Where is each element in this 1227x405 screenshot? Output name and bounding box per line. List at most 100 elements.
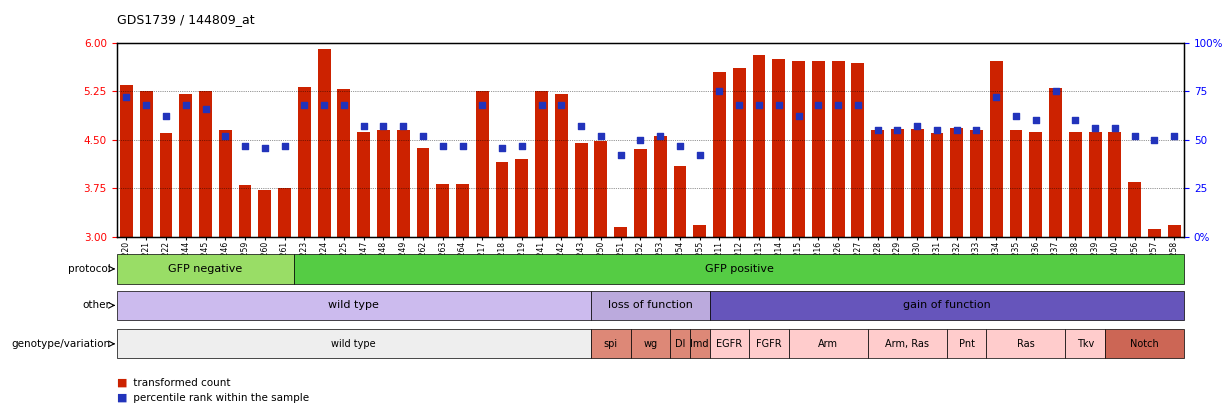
Text: ■  percentile rank within the sample: ■ percentile rank within the sample (117, 393, 309, 403)
Bar (615, 227, 627, 237)
Bar (496, 162, 508, 237)
Point (1085, 125, 1104, 131)
Bar (476, 91, 488, 237)
Point (690, 152, 709, 158)
Point (472, 102, 492, 108)
Bar (674, 166, 686, 237)
Bar (594, 141, 607, 237)
Text: ■: ■ (117, 393, 128, 403)
Bar (1010, 130, 1022, 237)
Point (848, 102, 867, 108)
Point (789, 113, 809, 119)
Bar (515, 159, 529, 237)
Bar (160, 133, 173, 237)
Point (1026, 117, 1045, 124)
Text: Arm: Arm (818, 339, 838, 349)
Bar (930, 133, 944, 237)
Point (216, 132, 236, 139)
Text: EGFR: EGFR (717, 339, 742, 349)
Bar (555, 94, 568, 237)
Text: spi: spi (604, 339, 618, 349)
Point (117, 94, 136, 100)
Text: wg: wg (643, 339, 658, 349)
Bar (377, 130, 390, 237)
Point (591, 132, 611, 139)
Bar (654, 136, 666, 237)
Bar (218, 130, 232, 237)
Point (531, 102, 551, 108)
Bar (456, 184, 469, 237)
Bar (437, 184, 449, 237)
Text: ■: ■ (117, 378, 128, 388)
Text: GFP positive: GFP positive (704, 264, 774, 274)
Point (887, 127, 907, 133)
Point (136, 102, 156, 108)
Point (611, 152, 631, 158)
Bar (1029, 132, 1042, 237)
Point (413, 132, 433, 139)
Text: ■  transformed count: ■ transformed count (117, 378, 231, 388)
Bar (950, 128, 963, 237)
Text: Dl: Dl (675, 339, 685, 349)
Point (670, 142, 690, 149)
Text: wild type: wild type (329, 301, 379, 310)
Point (492, 144, 512, 151)
Bar (852, 63, 864, 237)
Point (1106, 125, 1125, 131)
Text: Arm, Ras: Arm, Ras (886, 339, 929, 349)
Bar (832, 61, 844, 237)
Text: Pnt: Pnt (958, 339, 974, 349)
Point (1065, 117, 1085, 124)
Point (175, 102, 195, 108)
Point (433, 142, 453, 149)
Point (275, 142, 294, 149)
Text: protocol: protocol (67, 264, 110, 274)
Bar (298, 87, 310, 237)
Bar (1088, 132, 1102, 237)
Point (1045, 88, 1065, 94)
Point (236, 142, 255, 149)
Point (195, 105, 216, 112)
Text: Imd: Imd (691, 339, 709, 349)
Point (353, 123, 373, 129)
Bar (279, 188, 291, 237)
Point (709, 88, 729, 94)
Text: FGFR: FGFR (756, 339, 782, 349)
Point (928, 127, 947, 133)
Point (294, 102, 314, 108)
Bar (179, 94, 193, 237)
Text: GFP negative: GFP negative (168, 264, 243, 274)
Bar (1128, 182, 1141, 237)
Point (551, 102, 571, 108)
Point (156, 113, 175, 119)
Point (1145, 136, 1164, 143)
Bar (733, 68, 746, 237)
Bar (259, 190, 271, 237)
Point (750, 102, 769, 108)
Bar (357, 132, 371, 237)
Point (828, 102, 848, 108)
Text: GDS1739 / 144809_at: GDS1739 / 144809_at (117, 13, 254, 26)
Bar (990, 61, 1002, 237)
Text: Tkv: Tkv (1076, 339, 1093, 349)
Point (867, 127, 887, 133)
Text: Notch: Notch (1130, 339, 1158, 349)
Bar (1148, 229, 1161, 237)
Point (512, 142, 531, 149)
Text: Ras: Ras (1017, 339, 1034, 349)
Bar (1168, 225, 1180, 237)
Text: wild type: wild type (331, 339, 377, 349)
Bar (238, 185, 252, 237)
Point (967, 127, 987, 133)
Text: gain of function: gain of function (903, 301, 990, 310)
Point (907, 123, 926, 129)
Bar (416, 147, 429, 237)
Bar (971, 130, 983, 237)
Text: genotype/variation: genotype/variation (11, 339, 110, 349)
Bar (318, 49, 330, 237)
Bar (574, 143, 588, 237)
Point (1006, 113, 1026, 119)
Point (1164, 132, 1184, 139)
Point (631, 136, 650, 143)
Point (947, 127, 967, 133)
